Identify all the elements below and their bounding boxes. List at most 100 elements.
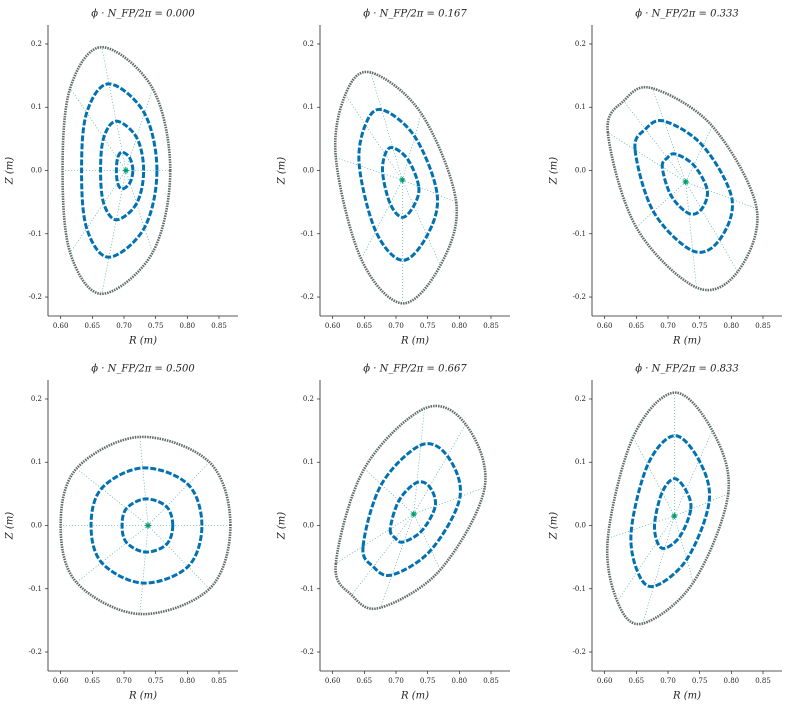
theta-line bbox=[674, 493, 729, 517]
flux-surface bbox=[652, 477, 693, 550]
x-tick-label: 0.65 bbox=[357, 677, 373, 685]
y-tick-label: -0.1 bbox=[29, 585, 43, 593]
x-tick-label: 0.75 bbox=[148, 322, 164, 330]
subplot-title: ϕ · N_FP/2π = 0.833 bbox=[635, 364, 738, 375]
x-tick-label: 0.70 bbox=[660, 322, 676, 330]
theta-line bbox=[632, 436, 675, 517]
subplot: ϕ · N_FP/2π = 0.167 0.60 0.65 0.70 0.75 0.80 0… bbox=[277, 9, 510, 347]
y-axis-label: Z (m) bbox=[5, 512, 16, 541]
y-tick-label: 0.1 bbox=[31, 458, 42, 466]
y-tick-label: 0.1 bbox=[303, 103, 314, 111]
x-axis-label: R (m) bbox=[400, 691, 429, 702]
y-tick-label: 0.0 bbox=[575, 522, 586, 530]
theta-line bbox=[364, 468, 414, 515]
flux-surface bbox=[629, 434, 712, 589]
y-tick-label: -0.1 bbox=[301, 230, 315, 238]
y-tick-label: -0.1 bbox=[573, 585, 587, 593]
x-tick-label: 0.75 bbox=[692, 322, 708, 330]
x-tick-label: 0.85 bbox=[211, 322, 227, 330]
x-axis-label: R (m) bbox=[400, 336, 429, 347]
x-tick-label: 0.65 bbox=[85, 677, 101, 685]
theta-line bbox=[617, 515, 675, 602]
flux-surface bbox=[380, 146, 421, 219]
theta-line bbox=[345, 94, 403, 181]
y-tick-label: 0.2 bbox=[303, 395, 314, 403]
x-tick-label: 0.65 bbox=[85, 322, 101, 330]
y-tick-label: 0.2 bbox=[31, 40, 42, 48]
x-tick-label: 0.70 bbox=[116, 677, 132, 685]
theta-line bbox=[76, 525, 149, 583]
y-tick-label: -0.1 bbox=[29, 230, 43, 238]
theta-line bbox=[370, 72, 403, 181]
flux-surface bbox=[633, 119, 734, 254]
x-tick-label: 0.70 bbox=[116, 322, 132, 330]
x-axis-label: R (m) bbox=[672, 691, 701, 702]
theta-line bbox=[101, 47, 127, 171]
y-tick-label: 0.0 bbox=[575, 167, 586, 175]
x-tick-label: 0.60 bbox=[597, 677, 613, 685]
y-tick-label: 0.1 bbox=[31, 103, 42, 111]
magnetic-axis bbox=[671, 513, 678, 520]
theta-line bbox=[413, 513, 441, 570]
x-tick-label: 0.75 bbox=[420, 677, 436, 685]
y-tick-label: 0.0 bbox=[31, 522, 42, 530]
theta-line bbox=[125, 170, 153, 253]
boundary-surface bbox=[334, 404, 487, 611]
y-tick-label: -0.2 bbox=[573, 648, 587, 656]
theta-line bbox=[685, 126, 713, 183]
x-tick-label: 0.60 bbox=[597, 322, 613, 330]
subplot-title: ϕ · N_FP/2π = 0.000 bbox=[91, 9, 195, 20]
x-tick-label: 0.65 bbox=[629, 677, 645, 685]
x-tick-label: 0.80 bbox=[180, 677, 196, 685]
x-tick-label: 0.60 bbox=[325, 677, 341, 685]
subplot: ϕ · N_FP/2π = 0.833 0.60 0.65 0.70 0.75 0.80 0… bbox=[549, 364, 782, 702]
y-tick-label: -0.1 bbox=[573, 230, 587, 238]
x-axis-label: R (m) bbox=[128, 336, 157, 347]
y-tick-label: -0.2 bbox=[301, 293, 315, 301]
magnetic-axis bbox=[682, 178, 689, 185]
magnetic-axis bbox=[145, 522, 152, 529]
x-tick-label: 0.75 bbox=[148, 677, 164, 685]
theta-line bbox=[69, 88, 127, 171]
y-tick-label: -0.1 bbox=[301, 585, 315, 593]
x-tick-label: 0.80 bbox=[180, 322, 196, 330]
x-tick-label: 0.85 bbox=[483, 322, 499, 330]
theta-line bbox=[413, 424, 466, 515]
x-tick-label: 0.80 bbox=[452, 677, 468, 685]
x-tick-label: 0.60 bbox=[325, 322, 341, 330]
x-tick-label: 0.70 bbox=[388, 322, 404, 330]
flux-surface bbox=[388, 480, 438, 544]
flux-surface bbox=[114, 150, 135, 191]
y-tick-label: 0.2 bbox=[303, 40, 314, 48]
y-tick-label: 0.1 bbox=[575, 458, 586, 466]
magnetic-axis bbox=[410, 511, 417, 518]
theta-line bbox=[674, 515, 694, 583]
x-tick-label: 0.60 bbox=[53, 677, 69, 685]
flux-surface bbox=[89, 466, 204, 585]
y-tick-label: 0.0 bbox=[31, 167, 42, 175]
theta-line bbox=[685, 181, 757, 209]
theta-line bbox=[413, 487, 485, 515]
y-tick-label: 0.0 bbox=[303, 522, 314, 530]
y-tick-label: 0.2 bbox=[575, 40, 586, 48]
y-axis-label: Z (m) bbox=[277, 157, 288, 186]
theta-line bbox=[69, 170, 127, 253]
theta-line bbox=[642, 515, 675, 624]
theta-line bbox=[674, 430, 713, 517]
x-tick-label: 0.60 bbox=[53, 322, 69, 330]
x-axis-label: R (m) bbox=[672, 336, 701, 347]
y-tick-label: 0.1 bbox=[575, 103, 586, 111]
x-tick-label: 0.80 bbox=[724, 322, 740, 330]
subplot: ϕ · N_FP/2π = 0.667 0.60 0.65 0.70 0.75 0.80 0… bbox=[277, 364, 510, 702]
boundary-surface bbox=[606, 85, 759, 292]
theta-line bbox=[607, 515, 675, 539]
y-tick-label: -0.2 bbox=[29, 648, 43, 656]
y-tick-label: -0.2 bbox=[573, 293, 587, 301]
magnetic-axis bbox=[399, 176, 406, 183]
subplot: ϕ · N_FP/2π = 0.000 0.60 0.65 0.70 0.75 0.80 0… bbox=[5, 9, 238, 347]
theta-line bbox=[351, 513, 414, 596]
y-axis-label: Z (m) bbox=[277, 512, 288, 541]
theta-line bbox=[125, 88, 153, 171]
theta-line bbox=[101, 170, 127, 294]
